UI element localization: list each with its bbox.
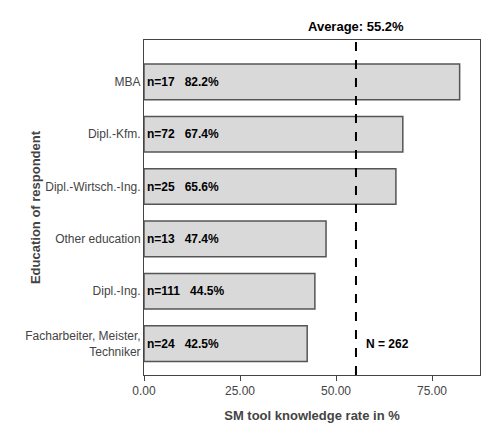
svg-text:n=72 67.4%: n=72 67.4% [147,127,219,141]
svg-text:MBA: MBA [115,75,141,89]
svg-text:n=25 65.6%: n=25 65.6% [147,180,219,194]
svg-text:n=17 82.2%: n=17 82.2% [147,75,219,89]
svg-text:0.00: 0.00 [132,384,156,398]
svg-text:50.00: 50.00 [321,384,351,398]
svg-text:n=24 42.5%: n=24 42.5% [147,337,219,351]
svg-text:Facharbeiter, Meister,Technike: Facharbeiter, Meister,Techniker [25,329,140,359]
svg-text:Average: 55.2%: Average: 55.2% [308,19,404,34]
svg-text:75.00: 75.00 [417,384,447,398]
svg-text:N = 262: N = 262 [366,337,409,351]
svg-text:Other education: Other education [55,232,140,246]
svg-text:Dipl.-Wirtsch.-Ing.: Dipl.-Wirtsch.-Ing. [45,180,140,194]
svg-text:25.00: 25.00 [225,384,255,398]
svg-text:Dipl.-Kfm.: Dipl.-Kfm. [88,127,141,141]
svg-text:Dipl.-Ing.: Dipl.-Ing. [93,284,141,298]
svg-text:n=13 47.4%: n=13 47.4% [147,232,219,246]
svg-text:Education of respondent: Education of respondent [28,130,43,284]
svg-text:SM tool knowledge rate in %: SM tool knowledge rate in % [224,408,400,423]
svg-text:n=111 44.5%: n=111 44.5% [147,284,224,298]
